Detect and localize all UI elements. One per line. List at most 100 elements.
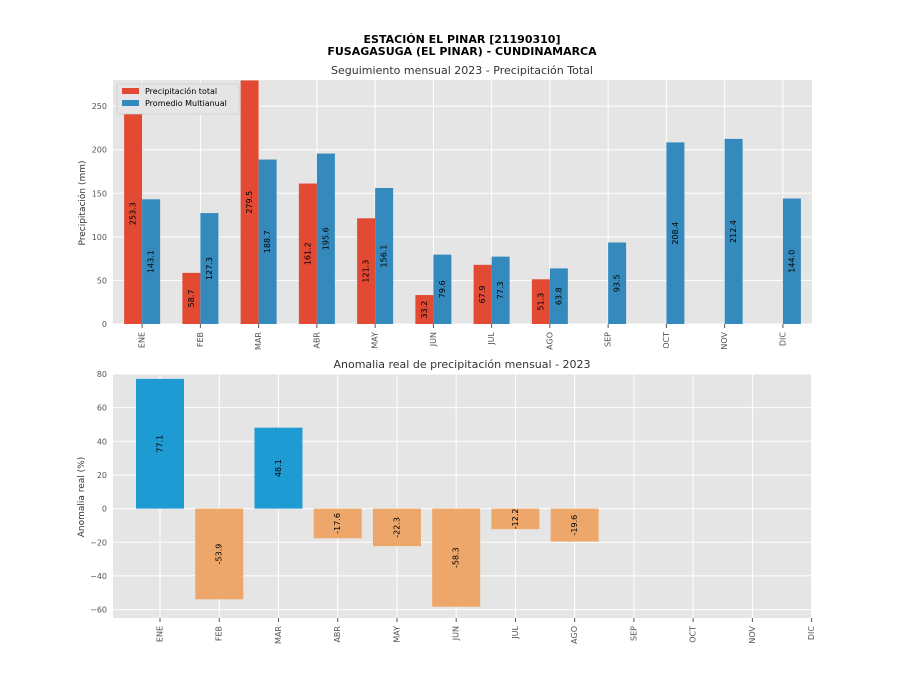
- figure-title-line2: FUSAGASUGA (EL PINAR) - CUNDINAMARCA: [327, 45, 597, 58]
- top-bar-value-label: 195.6: [321, 227, 330, 250]
- top-ytick-label: 200: [92, 146, 107, 155]
- bottom-bar-value-label: -58.3: [452, 547, 461, 568]
- top-bar-total: [531, 279, 550, 324]
- bottom-anomaly-bar: [195, 508, 244, 600]
- top-bar-value-label: 188.7: [263, 230, 272, 253]
- top-ytick-label: 150: [92, 189, 107, 198]
- top-bar-value-label: 67.9: [478, 286, 487, 304]
- figure-title-line1: ESTACIÓN EL PINAR [21190310]: [364, 33, 561, 46]
- top-xtick-label: JUN: [429, 332, 438, 347]
- bottom-chart-ylabel: Anomalia real (%): [77, 457, 87, 538]
- top-xtick-label: NOV: [720, 331, 729, 349]
- top-bar-total: [240, 80, 259, 324]
- bottom-xtick-label: NOV: [748, 625, 757, 643]
- bottom-xtick-label: DIC: [807, 626, 816, 641]
- top-bar-promedio: [142, 199, 161, 324]
- top-xtick-label: AGO: [545, 332, 554, 350]
- top-bar-promedio: [316, 153, 335, 324]
- bottom-xtick-label: SEP: [629, 626, 638, 641]
- top-ytick-label: 250: [92, 102, 107, 111]
- top-xtick-label: FEB: [196, 332, 205, 347]
- top-bar-promedio: [724, 138, 743, 324]
- legend-entry-label: Promedio Multianual: [145, 99, 227, 108]
- top-xtick-label: OCT: [662, 332, 671, 349]
- bottom-anomaly-bar: [136, 378, 184, 509]
- legend-box: [116, 83, 240, 115]
- top-bar-value-label: 212.4: [729, 220, 738, 243]
- bottom-chart: −60 −40 −20 0 20 40 60 80 77.1 -53.9 48.1 -17.6 -22.…: [90, 370, 816, 644]
- top-bar-promedio: [258, 159, 277, 324]
- bottom-anomaly-bar: [254, 427, 303, 509]
- top-xtick-label: MAY: [371, 332, 380, 349]
- top-ytick-label: 100: [92, 233, 107, 242]
- bottom-xtick-label: ENE: [156, 626, 165, 642]
- top-bar-promedio: [491, 256, 510, 324]
- top-plot-area: [113, 80, 812, 324]
- top-bar-value-label: 279.5: [245, 191, 254, 214]
- bottom-ytick-label: −20: [90, 538, 107, 547]
- top-bar-value-label: 161.2: [303, 242, 312, 265]
- top-bar-promedio: [608, 242, 627, 324]
- top-chart-title: Seguimiento mensual 2023 - Precipitación…: [331, 64, 593, 77]
- top-bar-value-label: 121.3: [362, 260, 371, 283]
- top-bar-total: [415, 295, 434, 324]
- top-chart-ylabel: Precipitación (mm): [77, 160, 88, 245]
- top-bar-value-label: 58.7: [187, 290, 196, 308]
- bottom-anomaly-bar: [432, 508, 481, 607]
- bottom-anomaly-bar: [372, 508, 421, 547]
- bottom-anomaly-bar: [313, 508, 362, 539]
- bottom-xtick-label: FEB: [215, 626, 224, 641]
- top-bar-total: [298, 183, 317, 324]
- bottom-xtick-label: OCT: [689, 626, 698, 643]
- bottom-anomaly-bar: [550, 508, 599, 542]
- legend-entry-label: Precipitación total: [145, 86, 217, 96]
- top-bar-value-label: 208.4: [671, 222, 680, 245]
- top-ytick-label: 50: [97, 276, 107, 285]
- top-bar-promedio: [549, 268, 568, 324]
- top-bar-value-label: 51.3: [536, 293, 545, 311]
- top-bar-value-label: 63.8: [554, 287, 563, 305]
- bottom-chart-title: Anomalia real de precipitación mensual -…: [333, 358, 590, 371]
- bottom-ytick-label: 80: [97, 370, 107, 379]
- legend-swatch: [122, 100, 139, 106]
- legend-swatch: [122, 88, 139, 94]
- top-bar-total: [182, 272, 201, 324]
- top-xtick-label: SEP: [604, 332, 613, 347]
- top-xtick-label: ENE: [138, 332, 147, 348]
- top-bar-value-label: 93.5: [613, 274, 622, 292]
- bottom-bar-value-label: -19.6: [570, 515, 579, 536]
- top-bar-promedio: [782, 198, 801, 324]
- bottom-bar-value-label: -12.2: [511, 509, 520, 530]
- bottom-ytick-label: 20: [97, 471, 107, 480]
- bottom-ytick-label: −40: [90, 572, 107, 581]
- top-bar-total: [473, 264, 492, 324]
- top-bar-value-label: 79.6: [438, 280, 447, 298]
- bottom-ytick-label: 0: [102, 505, 107, 514]
- bottom-bar-value-label: -22.3: [392, 517, 401, 538]
- top-bar-promedio: [666, 142, 685, 324]
- bottom-xtick-label: MAY: [392, 626, 401, 643]
- top-bar-value-label: 156.1: [380, 245, 389, 268]
- bottom-xtick-label: MAR: [274, 626, 283, 644]
- top-bar-promedio: [433, 254, 452, 324]
- bottom-bar-value-label: -17.6: [333, 513, 342, 534]
- top-ytick-label: 0: [102, 320, 107, 329]
- top-bar-value-label: 253.3: [129, 202, 138, 225]
- bottom-ytick-label: 40: [97, 437, 107, 446]
- bottom-bar-value-label: 48.1: [274, 459, 283, 477]
- top-bar-value-label: 33.2: [420, 301, 429, 319]
- bottom-bar-value-label: -53.9: [215, 544, 224, 565]
- top-bar-total: [124, 103, 143, 324]
- top-chart: 0 50 100 150 200 250 253.3 58.7 279.5 161.2 121.3 3…: [92, 80, 812, 350]
- bottom-xtick-label: JUN: [452, 626, 461, 641]
- bottom-xtick-label: AGO: [570, 626, 579, 644]
- bottom-bar-value-label: 77.1: [156, 435, 165, 453]
- bottom-anomaly-bar: [491, 508, 540, 530]
- top-bar-value-label: 144.0: [787, 250, 796, 273]
- top-bar-total: [357, 218, 376, 324]
- top-bar-promedio: [375, 187, 394, 324]
- top-bar-value-label: 77.3: [496, 281, 505, 299]
- top-xtick-label: DIC: [778, 332, 787, 347]
- top-legend: Precipitación total Promedio Multianual: [116, 83, 240, 115]
